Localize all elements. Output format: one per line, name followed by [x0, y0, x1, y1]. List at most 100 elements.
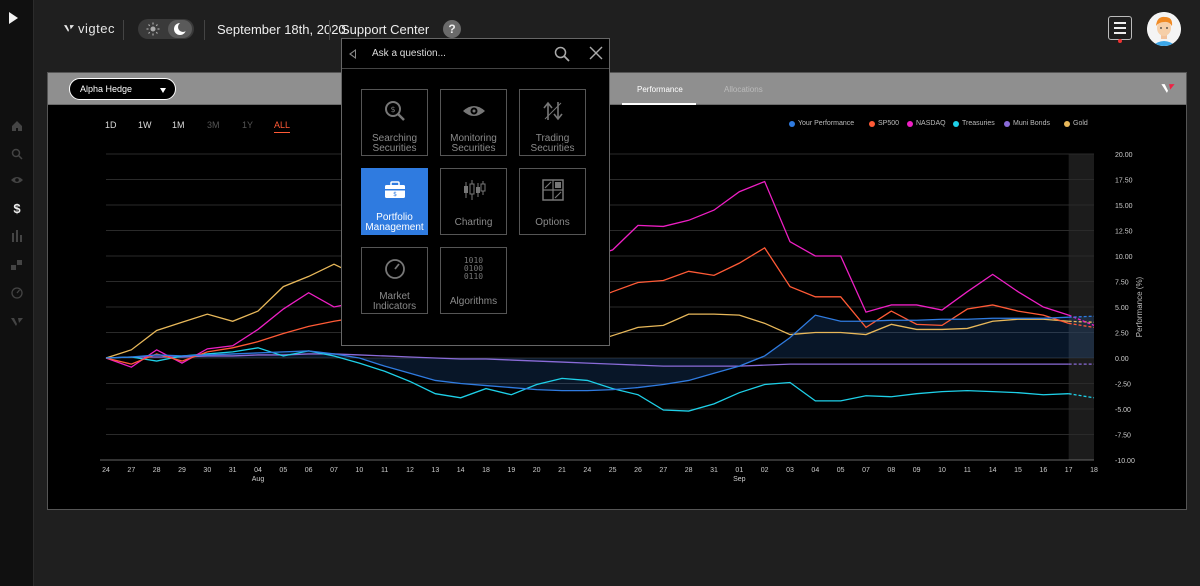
x-tick-label: 14 — [457, 467, 465, 474]
y-tick-label: 20.00 — [1115, 152, 1133, 159]
tab-performance[interactable]: Performance — [637, 85, 683, 94]
y-tick-label: 0.00 — [1115, 356, 1129, 363]
legend-label: NASDAQ — [916, 120, 946, 127]
tile-label: Charting — [454, 217, 493, 228]
hamburger-menu-button[interactable] — [1108, 16, 1132, 40]
x-tick-label: 07 — [330, 467, 338, 474]
tile-options[interactable]: Options — [519, 168, 586, 235]
legend-item-your-performance[interactable]: Your Performance — [789, 120, 854, 127]
x-tick-label: 04 — [254, 467, 262, 474]
x-tick-label: 24 — [583, 467, 591, 474]
x-tick-label: 27 — [127, 467, 135, 474]
x-tick-label: 20 — [533, 467, 541, 474]
series-forecast-sp500 — [1068, 322, 1095, 329]
user-avatar[interactable] — [1147, 12, 1181, 46]
active-tab-indicator — [622, 103, 696, 105]
y-tick-label: -7.50 — [1115, 433, 1131, 440]
range-1y[interactable]: 1Y — [242, 120, 254, 130]
x-month-label: Sep — [733, 476, 746, 483]
current-date: September 18th, 2020 — [217, 22, 346, 37]
moon-toggle-knob[interactable] — [168, 20, 192, 38]
candlestick-icon — [463, 180, 485, 200]
x-tick-label: 02 — [761, 467, 769, 474]
legend-item-sp500[interactable]: SP500 — [869, 120, 899, 127]
x-tick-label: 04 — [811, 467, 819, 474]
y-tick-label: 2.50 — [1115, 331, 1129, 338]
legend-item-gold[interactable]: Gold — [1064, 120, 1088, 127]
legend-label: SP500 — [878, 120, 900, 127]
app-name: vigtec — [78, 21, 115, 36]
tab-allocations[interactable]: Allocations — [724, 85, 763, 94]
y-tick-label: 12.50 — [1115, 229, 1133, 236]
y-tick-label: 15.00 — [1115, 203, 1133, 210]
x-tick-label: 28 — [685, 467, 693, 474]
question-input[interactable]: Ask a question... — [372, 48, 446, 59]
v-logo-icon — [1161, 84, 1175, 93]
x-tick-label: 27 — [659, 467, 667, 474]
range-1w[interactable]: 1W — [138, 120, 152, 130]
x-tick-label: 13 — [431, 467, 439, 474]
close-icon[interactable] — [589, 46, 603, 60]
back-arrow-icon[interactable] — [349, 49, 356, 59]
svg-text:$: $ — [390, 105, 395, 114]
tile-portfolio-management[interactable]: $ Portfolio Management — [361, 168, 428, 235]
theme-toggle[interactable] — [138, 19, 194, 39]
range-1m[interactable]: 1M — [172, 120, 185, 130]
your-performance-area — [106, 315, 1094, 391]
portfolio-select[interactable]: Alpha Hedge — [69, 78, 176, 100]
v-logo-icon[interactable] — [10, 315, 24, 329]
tile-market-indicators[interactable]: Market Indicators — [361, 247, 428, 314]
svg-text:$: $ — [393, 191, 397, 198]
trade-arrows-icon — [542, 101, 563, 121]
x-tick-label: 05 — [279, 467, 287, 474]
grid-icon[interactable] — [10, 258, 24, 272]
sun-icon — [146, 22, 160, 36]
play-icon[interactable] — [9, 12, 18, 24]
bars-icon[interactable] — [10, 229, 24, 243]
series-line-your-performance — [105, 314, 1069, 392]
support-center-link[interactable]: Support Center — [341, 22, 430, 37]
x-tick-label: 11 — [964, 467, 971, 474]
x-tick-label: 09 — [913, 467, 921, 474]
options-grid-icon — [541, 179, 564, 201]
eye-icon — [462, 106, 485, 116]
x-tick-label: 25 — [609, 467, 617, 474]
performance-chart[interactable]: 20.00 17.50 15.00 12.50 10.00 7.50 5.00 2.50 0.0… — [48, 73, 1186, 509]
question-popup: Ask a question... $ Searching Securities… — [341, 38, 610, 346]
app-logo[interactable]: vigtec — [64, 21, 115, 36]
tile-trading-securities[interactable]: Trading Securities — [519, 89, 586, 156]
legend-label: Your Performance — [798, 120, 855, 127]
x-tick-label: 15 — [1014, 467, 1022, 474]
tile-charting[interactable]: Charting — [440, 168, 507, 235]
legend-item-muni-bonds[interactable]: Muni Bonds — [1004, 120, 1050, 127]
series-forecast-gold — [1068, 320, 1095, 323]
range-3m[interactable]: 3M — [207, 120, 220, 130]
range-1d[interactable]: 1D — [105, 120, 117, 130]
y-tick-label: 10.00 — [1115, 254, 1133, 261]
range-all[interactable]: ALL — [274, 120, 291, 133]
x-tick-label: 18 — [482, 467, 490, 474]
tile-algorithms[interactable]: 1010 0100 0110 Algorithms — [440, 247, 507, 314]
tile-monitoring-securities[interactable]: Monitoring Securities — [440, 89, 507, 156]
eye-icon[interactable] — [10, 173, 24, 187]
dollar-icon[interactable]: $ — [13, 200, 21, 216]
search-icon[interactable] — [10, 147, 24, 161]
home-icon[interactable] — [10, 119, 24, 133]
v-logo-icon — [64, 25, 74, 32]
legend-item-nasdaq[interactable]: NASDAQ — [907, 120, 946, 127]
series-forecast-nasdaq — [1068, 314, 1095, 326]
help-icon[interactable]: ? — [443, 20, 461, 38]
y-tick-label: -10.00 — [1115, 458, 1135, 465]
series-line-muni-bonds — [105, 353, 1069, 367]
avatar-illustration-icon — [1147, 12, 1181, 46]
gauge-icon[interactable] — [10, 286, 24, 300]
x-month-label: Aug — [252, 476, 265, 483]
tile-label: Options — [535, 217, 570, 228]
search-dollar-icon: $ — [384, 101, 405, 121]
legend-item-treasuries[interactable]: Treasuries — [953, 120, 995, 127]
tile-searching-securities[interactable]: $ Searching Securities — [361, 89, 428, 156]
briefcase-icon: $ — [384, 181, 405, 198]
tile-label-line1: Searching — [371, 133, 418, 144]
top-bar: vigtec September 18th, 2020 Support Cent… — [34, 0, 1200, 60]
search-icon[interactable] — [554, 46, 570, 62]
